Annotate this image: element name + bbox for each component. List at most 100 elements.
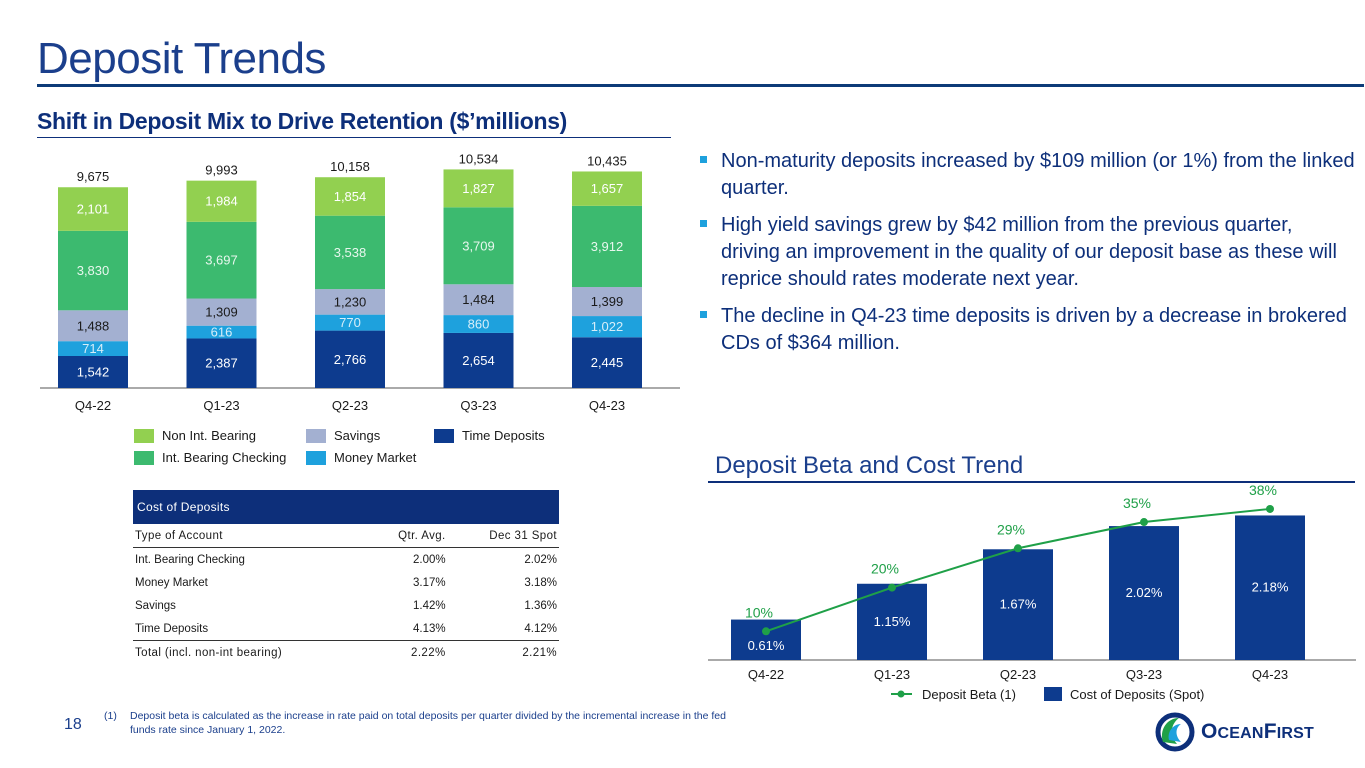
cost-bar [1109,526,1179,660]
legend-swatch [434,428,454,443]
col-header-spot: Dec 31 Spot [447,524,559,548]
table-cell: 4.13% [367,617,448,641]
x-tick-label: Q1-23 [203,398,239,413]
legend-swatch [134,450,154,465]
bullet-square-icon [700,311,707,318]
data-label: 714 [82,341,104,356]
table-row: Money Market 3.17% 3.18% [133,571,559,594]
x-tick-label: Q1-23 [874,667,910,682]
total-label: 10,158 [330,159,370,174]
bar-segment-savings [443,284,514,316]
total-label: 9,675 [77,169,110,184]
bar-segment-int-bearing-checking [186,221,257,299]
cost-bar [1235,515,1305,660]
beta-title-divider [708,481,1355,483]
data-label: 3,912 [591,239,624,254]
cost-of-deposits-table: Cost of Deposits Type of Account Qtr. Av… [133,490,559,664]
data-label: 616 [211,325,233,340]
beta-label: 29% [997,521,1025,537]
table-cell: 3.17% [413,576,446,589]
bullet-text: Non-maturity deposits increased by $109 … [721,150,1355,199]
table-cell: 3.18% [524,576,557,589]
legend-label: Cost of Deposits (Spot) [1070,687,1204,702]
beta-label: 35% [1123,495,1151,511]
legend-swatch [306,428,326,443]
deposit-mix-chart: 1,542 714 1,488 3,830 2,101 9,675 Q4-22 2,387 61… [40,151,680,413]
col-header-qtr-avg: Qtr. Avg. [367,524,448,548]
data-label: 860 [468,317,490,332]
bar-segment-savings [186,298,257,326]
cost-label: 1.15% [874,614,911,629]
legend-swatch [306,450,326,465]
key-points-list: Non-maturity deposits increased by $109 … [700,148,1355,367]
bar-segment-int-bearing-checking [58,230,128,311]
table-cell: Money Market [135,576,208,589]
legend-point-swatch [897,690,905,698]
bar-segment-money-market [186,325,257,339]
table-cell: Total (incl. non-int bearing) [135,646,283,659]
legend-int-bearing-checking: Int. Bearing Checking [134,450,286,465]
data-label: 2,101 [77,202,110,217]
data-label: 1,399 [591,294,624,309]
bar-segment-time-deposits [443,332,514,388]
table-cell: 2.00% [413,553,446,566]
legend-swatch [134,428,154,443]
bar-segment-time-deposits [572,337,642,388]
table-cell: 1.36% [524,599,557,612]
total-label: 10,534 [459,151,499,166]
data-label: 1,488 [77,318,110,333]
data-label: 1,230 [334,294,367,309]
legend-label: Int. Bearing Checking [162,450,287,465]
bar-segment-savings [315,289,385,315]
total-label: 10,435 [587,153,627,168]
beta-point [1140,518,1148,527]
cost-label: 2.18% [1252,580,1289,595]
bar-segment-int-bearing-checking [315,215,385,290]
bar-segment-time-deposits [58,356,128,388]
bar-segment-non-int-bearing [186,180,257,222]
legend-non-int-bearing: Non Int. Bearing [134,428,256,443]
legend-bar-swatch [1044,687,1062,701]
data-label: 3,709 [462,238,495,253]
table-cell: 2.21% [522,646,557,659]
table-total-row: Total (incl. non-int bearing) 2.22% 2.21… [133,641,559,665]
data-label: 770 [339,315,361,330]
legend-savings: Savings [306,428,380,443]
bar-segment-non-int-bearing [315,177,385,216]
x-tick-label: Q2-23 [1000,667,1036,682]
table-cell: 4.12% [447,617,559,641]
table-cell: Int. Bearing Checking [135,553,245,566]
data-label: 2,387 [205,356,238,371]
bar-segment-money-market [572,316,642,338]
bar-segment-money-market [315,314,385,331]
cost-label: 0.61% [748,638,785,653]
bar-segment-savings [58,310,128,342]
data-label: 3,697 [205,253,238,268]
data-label: 1,657 [591,181,624,196]
table-row: Time Deposits 4.13% 4.12% [133,617,559,641]
oceanfirst-logo: OCEANFIRST [1155,712,1314,752]
bullet-item: Non-maturity deposits increased by $109 … [700,148,1355,202]
data-label: 1,854 [334,189,367,204]
beta-point [762,627,770,636]
x-tick-label: Q2-23 [332,398,368,413]
table-header-row: Type of Account Qtr. Avg. Dec 31 Spot [133,524,559,548]
bar-segment-time-deposits [186,338,257,388]
data-label: 3,830 [77,263,110,278]
legend-label: Money Market [334,450,417,465]
table-cell: 2.02% [524,553,557,566]
data-label: 1,827 [462,181,495,196]
data-label: 1,309 [205,305,238,320]
cost-label: 1.67% [1000,597,1037,612]
x-tick-label: Q3-23 [1126,667,1162,682]
bar-segment-non-int-bearing [58,187,128,231]
data-label: 1,022 [591,319,624,334]
legend-label: Savings [334,428,381,443]
deposit-beta-chart: 0.61% Q4-22 1.15% Q1-23 1.67% Q2-23 2.02% Q3-23… [708,484,1356,702]
chart-subtitle: Shift in Deposit Mix to Drive Retention … [37,108,568,134]
bullet-text: The decline in Q4-23 time deposits is dr… [721,305,1347,354]
bar-segment-int-bearing-checking [443,207,514,285]
page-title: Deposit Trends [37,34,326,83]
data-label: 3,538 [334,245,367,260]
x-tick-label: Q4-22 [748,667,784,682]
